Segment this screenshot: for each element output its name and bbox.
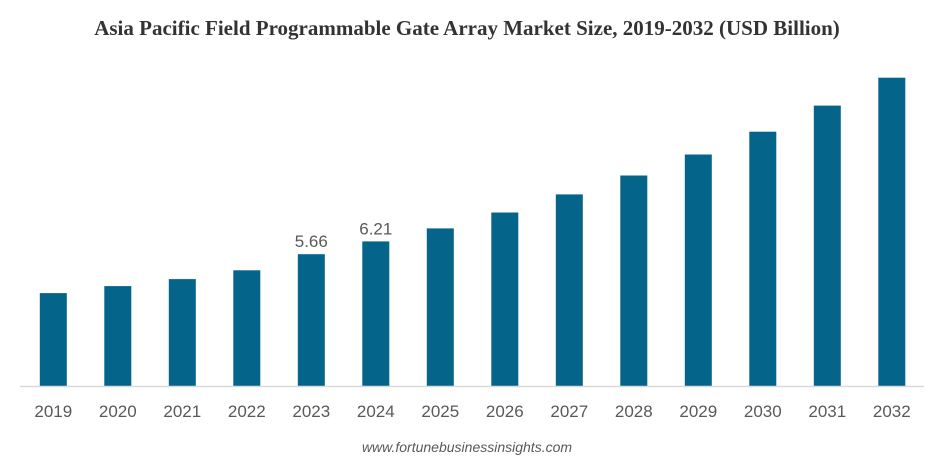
bar-2020 xyxy=(104,286,132,386)
bar-2031 xyxy=(813,105,841,386)
bar-2029 xyxy=(684,154,712,386)
bar-2022 xyxy=(233,270,261,386)
bar-2032 xyxy=(878,77,906,386)
x-tick-labels: 2019 2020 2021 2022 2023 2024 2025 2026 2027 2028… xyxy=(34,402,910,421)
x-tick-label: 2025 xyxy=(421,402,459,421)
bar-2027 xyxy=(555,194,583,386)
x-tick-label: 2021 xyxy=(163,402,201,421)
chart-title: Asia Pacific Field Programmable Gate Arr… xyxy=(94,16,840,40)
source-watermark: www.fortunebusinessinsights.com xyxy=(361,439,573,455)
x-tick-label: 2019 xyxy=(34,402,72,421)
x-tick-label: 2024 xyxy=(357,402,395,421)
x-tick-label: 2026 xyxy=(486,402,524,421)
x-tick-label: 2029 xyxy=(679,402,717,421)
x-tick-label: 2022 xyxy=(228,402,266,421)
bar-2025 xyxy=(426,228,454,386)
data-label-2023: 5.66 xyxy=(295,232,328,251)
bar-2028 xyxy=(620,175,648,386)
bar-2024 xyxy=(362,241,390,386)
bar-2030 xyxy=(749,131,777,386)
bar-2019 xyxy=(39,293,67,386)
bar-2026 xyxy=(491,212,519,386)
x-tick-label: 2032 xyxy=(873,402,911,421)
data-labels: 5.66 6.21 xyxy=(295,219,393,251)
bars-group xyxy=(39,77,906,386)
bar-2021 xyxy=(168,279,196,386)
bar-2023 xyxy=(297,254,325,386)
x-tick-label: 2020 xyxy=(99,402,137,421)
x-tick-label: 2023 xyxy=(292,402,330,421)
x-tick-label: 2028 xyxy=(615,402,653,421)
x-tick-label: 2030 xyxy=(744,402,782,421)
data-label-2024: 6.21 xyxy=(359,219,392,238)
x-tick-label: 2027 xyxy=(550,402,588,421)
x-tick-label: 2031 xyxy=(808,402,846,421)
